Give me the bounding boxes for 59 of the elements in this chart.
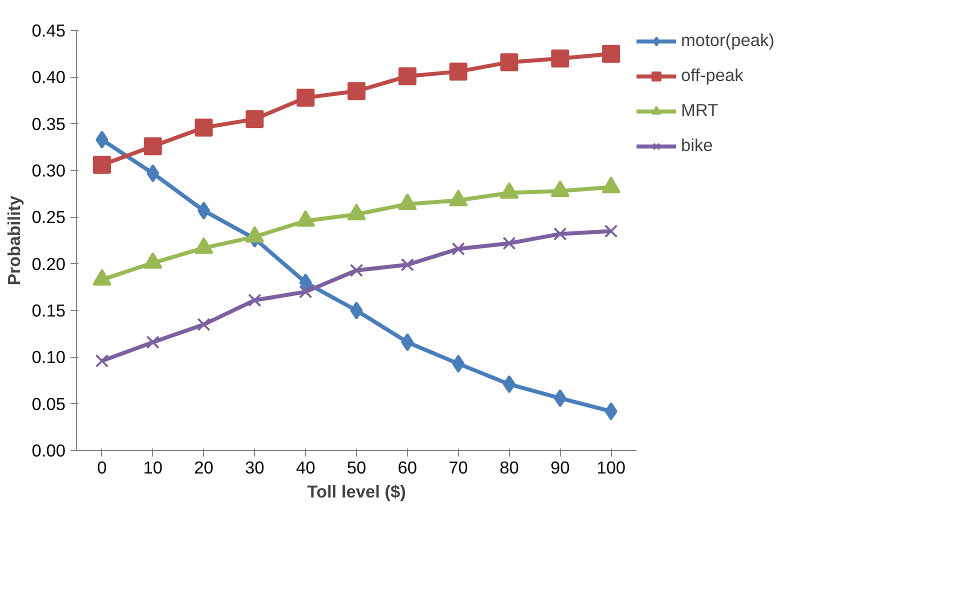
y-tick-label: 0.15 <box>32 300 66 320</box>
point <box>246 110 264 128</box>
point <box>296 88 315 107</box>
y-tick-label: 0.40 <box>32 67 66 88</box>
x-tick-label: 70 <box>448 458 468 478</box>
point <box>299 274 312 292</box>
point <box>502 236 516 250</box>
point <box>452 242 465 256</box>
y-tick-label: 0.30 <box>32 160 66 180</box>
x-tick-label: 20 <box>194 458 214 478</box>
point <box>604 224 618 238</box>
point <box>602 44 620 63</box>
point <box>350 302 363 320</box>
point <box>194 118 213 137</box>
y-tick-label: 0.45 <box>32 20 66 40</box>
point <box>92 156 111 174</box>
legend-label: motor(peak) <box>681 30 774 51</box>
y-tick-label: 0.20 <box>32 254 66 274</box>
x-tick-label: 30 <box>245 458 264 478</box>
x-tick-label: 90 <box>550 458 570 478</box>
point <box>401 333 414 352</box>
y-tick-label: 0.10 <box>32 347 66 368</box>
point <box>500 53 518 72</box>
point <box>146 336 160 349</box>
x-tick-label: 100 <box>596 458 626 478</box>
x-tick-label: 80 <box>500 458 519 478</box>
x-tick-label: 10 <box>143 458 163 478</box>
point <box>553 227 567 241</box>
legend-label: MRT <box>681 100 718 121</box>
point <box>348 82 366 100</box>
y-tick-label: 0.00 <box>32 440 66 460</box>
point <box>400 258 414 272</box>
point <box>554 389 566 408</box>
point <box>146 164 160 182</box>
point <box>398 67 416 86</box>
legend-label: off-peak <box>681 65 744 86</box>
point <box>144 137 162 156</box>
y-tick-label: 0.25 <box>32 207 66 228</box>
y-axis-title: Probability <box>4 195 24 286</box>
y-tick-label: 0.35 <box>32 114 66 134</box>
point <box>604 402 618 420</box>
point <box>298 285 312 298</box>
point <box>248 294 262 307</box>
point <box>197 318 210 332</box>
x-tick-label: 40 <box>296 458 316 478</box>
point <box>449 62 468 81</box>
x-axis-title: Toll level ($) <box>307 482 406 502</box>
x-tick-label: 50 <box>346 458 366 478</box>
point <box>96 130 108 149</box>
legend-label: bike <box>681 135 713 156</box>
point <box>197 202 210 220</box>
point <box>95 354 109 368</box>
point <box>502 375 516 394</box>
x-tick-label: 0 <box>97 458 107 478</box>
point <box>551 50 570 68</box>
y-tick-label: 0.05 <box>32 394 66 414</box>
point <box>350 264 364 278</box>
point <box>452 354 465 373</box>
x-tick-label: 60 <box>398 458 418 478</box>
